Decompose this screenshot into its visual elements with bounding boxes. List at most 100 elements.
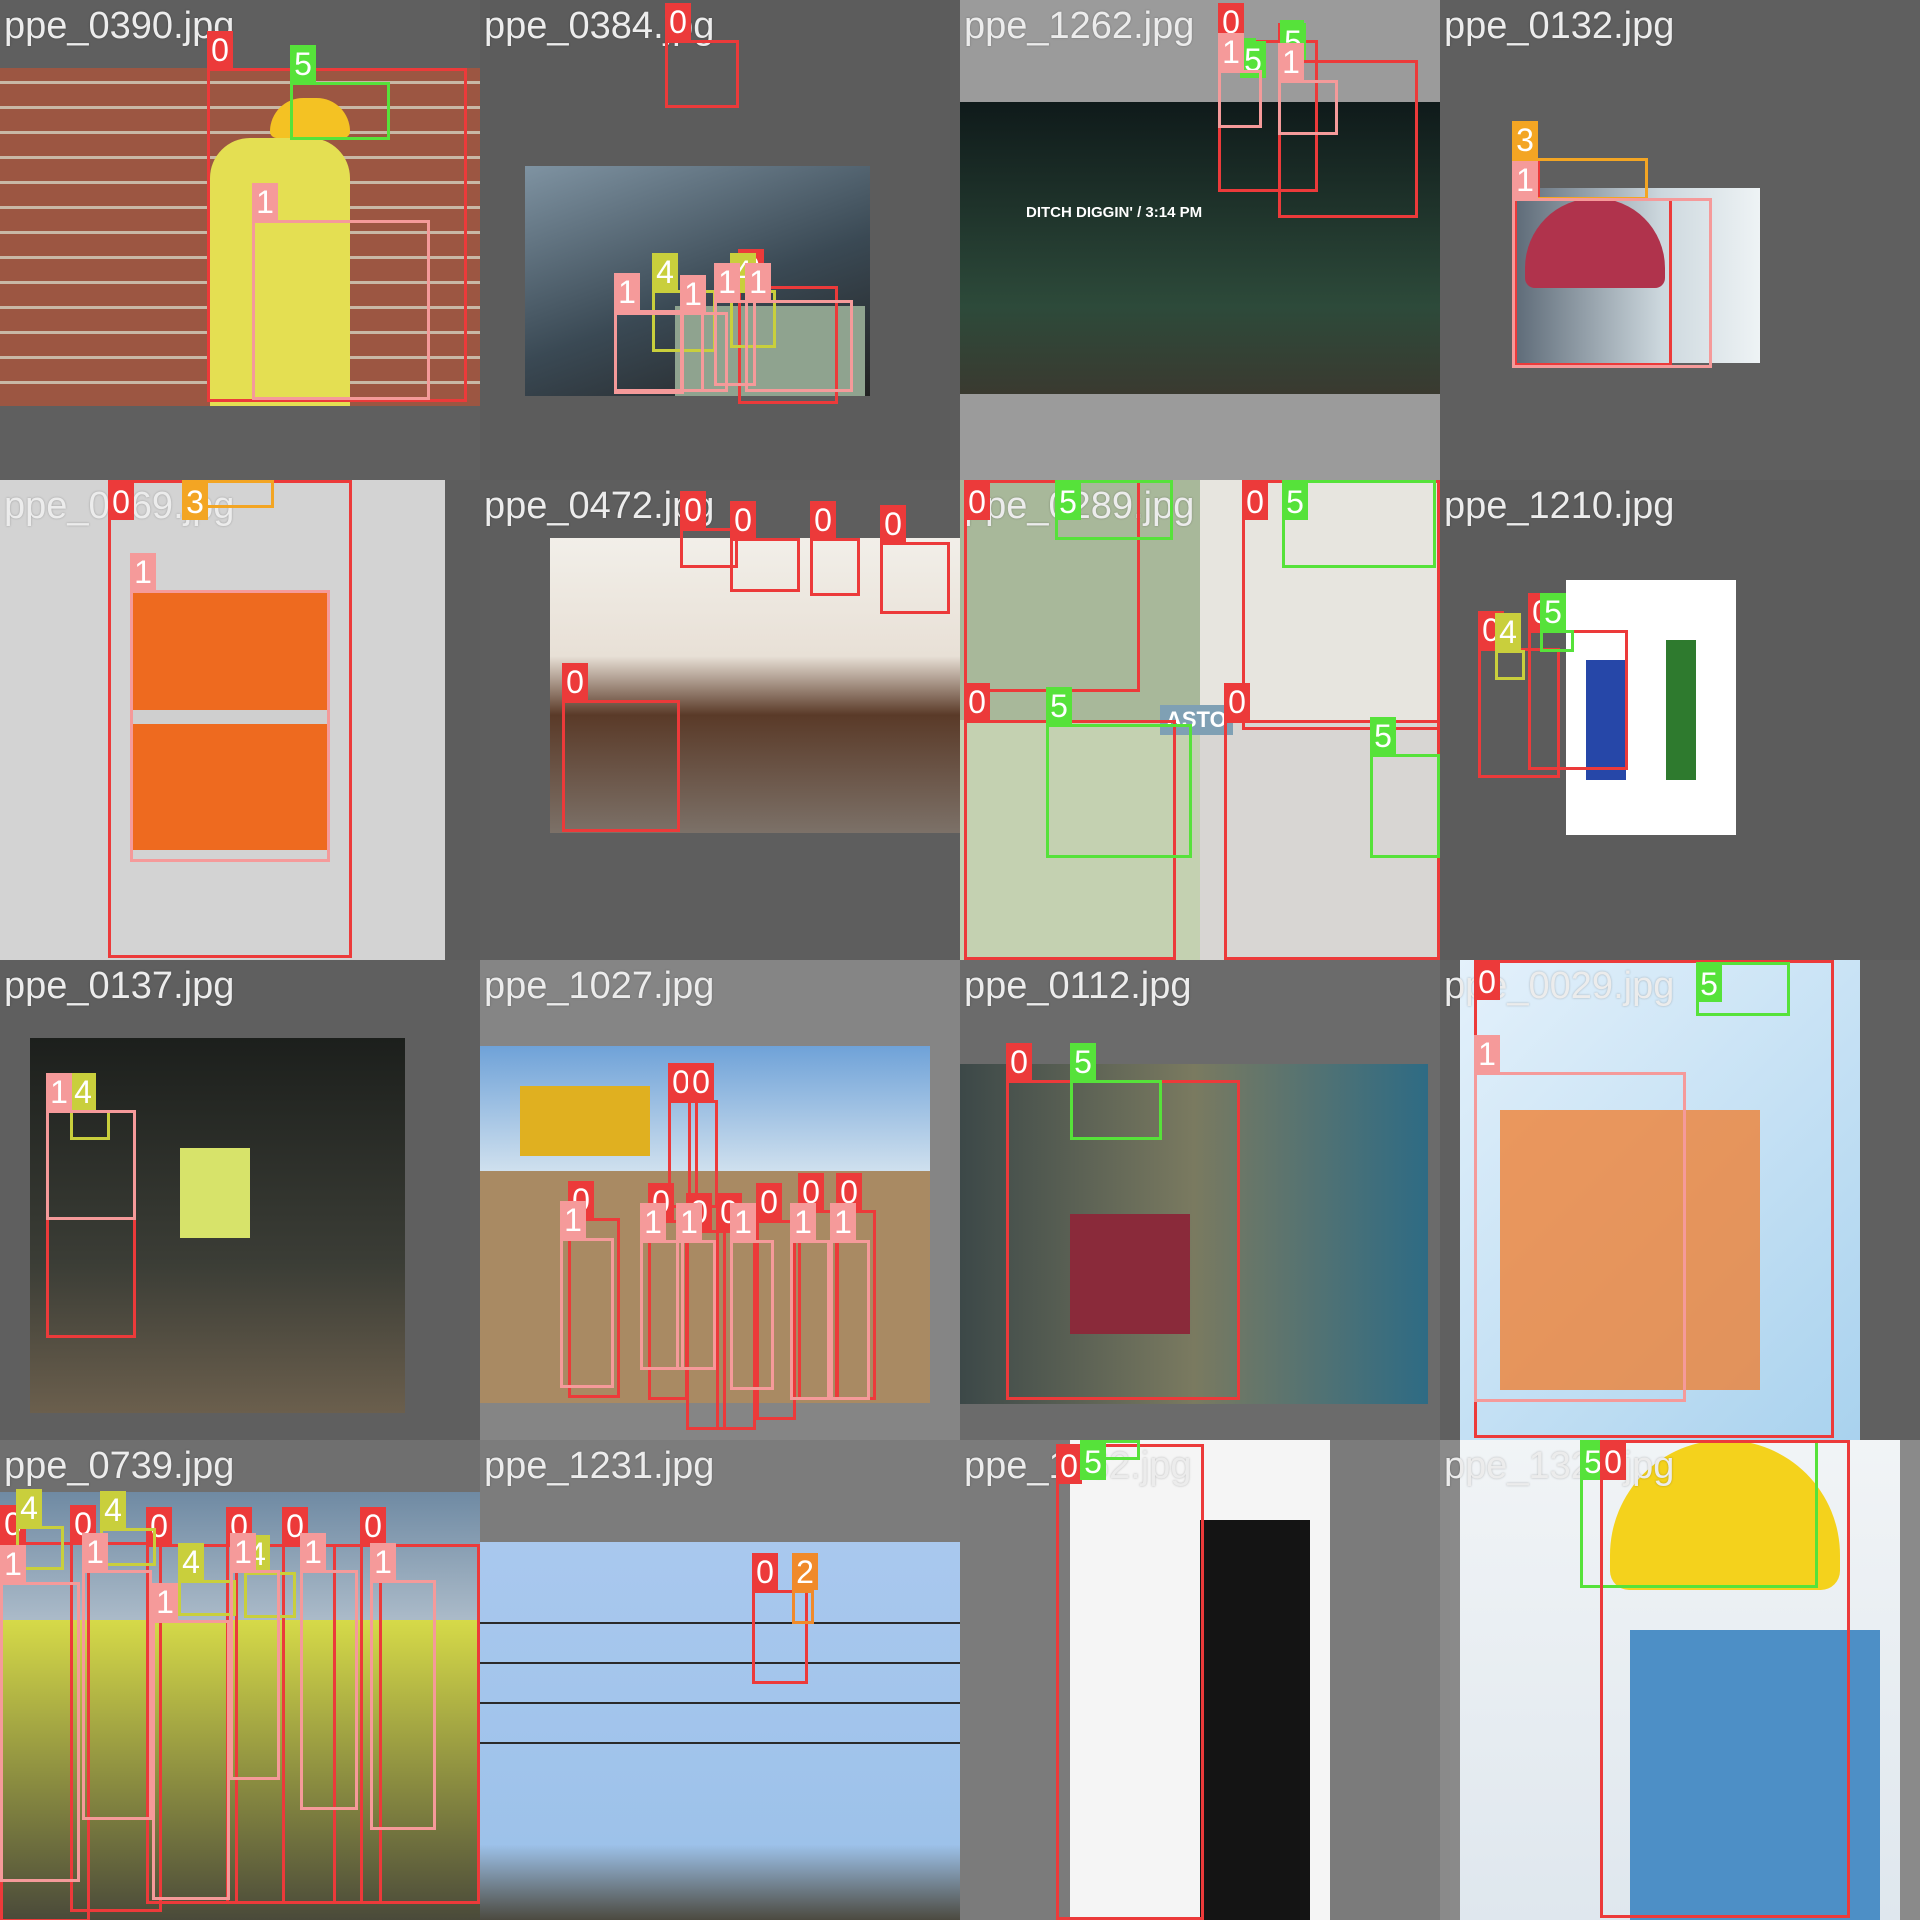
detection-box: 1 xyxy=(0,1545,80,1882)
detection-class-label: 5 xyxy=(1370,717,1396,754)
mosaic-tile: ppe_1324.jpg 5 0 xyxy=(1440,1440,1920,1920)
detection-class-label: 1 xyxy=(730,1203,756,1240)
detection-class-label: 0 xyxy=(730,501,756,538)
detection-class-label: 0 xyxy=(360,1507,386,1544)
detection-box: 0 xyxy=(1056,1444,1204,1920)
detection-box: 0 xyxy=(680,491,738,568)
tile-photo: DITCH DIGGIN' / 3:14 PM xyxy=(960,102,1440,394)
detection-box: 1 xyxy=(560,1201,614,1388)
tile-filename: ppe_1231.jpg xyxy=(484,1445,715,1487)
detection-box: 0 xyxy=(665,3,739,108)
detection-box: 4 xyxy=(100,1491,156,1566)
detection-box: 0 xyxy=(810,501,860,596)
tile-photo xyxy=(1515,188,1760,363)
detection-class-label: 0 xyxy=(665,3,691,40)
detection-box: 0 xyxy=(207,31,467,402)
detection-class-label: 1 xyxy=(230,1533,256,1570)
mosaic-tile: ppe_1210.jpg0045 xyxy=(1440,480,1920,960)
detection-box: 0 xyxy=(360,1507,480,1904)
detection-class-label: 0 xyxy=(964,683,990,720)
detection-class-label: 5 xyxy=(1070,1043,1096,1080)
tile-filename: ppe_0739.jpg xyxy=(4,1445,235,1487)
tile-photo xyxy=(960,1064,1428,1404)
detection-class-label: 1 xyxy=(370,1543,396,1580)
detection-box: 4 xyxy=(178,1543,236,1616)
detection-box: 1 xyxy=(46,1073,136,1220)
tile-filename: ppe_0472.jpg xyxy=(484,485,715,527)
photo-overlay-text: ASTO xyxy=(1160,705,1233,735)
detection-class-label: 0 xyxy=(108,483,134,520)
detection-class-label: 0 xyxy=(1224,683,1250,720)
detection-class-label: 4 xyxy=(100,1491,126,1528)
tile-photo xyxy=(1566,580,1736,835)
tile-filename: ppe_0137.jpg xyxy=(4,965,235,1007)
mosaic-tile: ppe_0472.jpg 0 0 0 0 0 xyxy=(480,480,960,960)
detection-class-label: 1 xyxy=(745,263,771,300)
detection-class-label: 1 xyxy=(714,263,740,300)
detection-class-label: 5 xyxy=(1046,687,1072,724)
detection-box: 0 xyxy=(752,1553,808,1684)
mosaic-tile: ppe_0112.jpg 0 5 xyxy=(960,960,1440,1440)
detection-class-label: 1 xyxy=(130,553,156,590)
detection-box: 5 xyxy=(1540,593,1574,652)
detection-class-label: 4 xyxy=(178,1543,204,1580)
mosaic-tile: ppe_0137.jpg041 xyxy=(0,960,480,1440)
detection-class-label: 2 xyxy=(792,1553,818,1590)
mosaic-tile: ppe_0269.jpg031 xyxy=(0,480,480,960)
detection-class-label: 0 xyxy=(752,1553,778,1590)
detection-box: 4 xyxy=(1495,613,1525,680)
detection-box: 1 xyxy=(714,263,756,386)
detection-box: 0 xyxy=(688,1063,718,1208)
detection-box: 1 xyxy=(640,1203,684,1370)
detection-box: 1 xyxy=(300,1533,358,1810)
mosaic-tile: ppe_1231.jpg 0 2 xyxy=(480,1440,960,1920)
detection-class-label: 5 xyxy=(1540,593,1566,630)
detection-box: 0 xyxy=(1600,1440,1850,1918)
detection-box: 5 xyxy=(1696,962,1790,1016)
tile-filename: ppe_1210.jpg xyxy=(1444,485,1675,527)
detection-class-label: 0 xyxy=(810,501,836,538)
detection-box: 1 xyxy=(676,1203,716,1370)
tile-photo xyxy=(1070,1440,1330,1920)
detection-class-label: 1 xyxy=(614,273,640,310)
tile-photo xyxy=(0,68,480,406)
detection-box: 1 xyxy=(730,1203,774,1390)
detection-box: 1 xyxy=(1218,33,1262,128)
detection-class-label: 3 xyxy=(1512,121,1538,158)
detection-box: 5 xyxy=(1370,717,1440,858)
detection-box: 1 xyxy=(1278,43,1338,135)
detection-class-label: 0 xyxy=(964,483,990,520)
detection-class-label: 4 xyxy=(16,1489,42,1526)
detection-class-label: 0 xyxy=(1006,1043,1032,1080)
detection-box: 5 xyxy=(1046,687,1192,858)
detection-class-label: 0 xyxy=(836,1173,862,1210)
detection-box: 1 xyxy=(130,553,330,862)
detection-class-label: 1 xyxy=(1218,33,1244,70)
tile-filename: ppe_1027.jpg xyxy=(484,965,715,1007)
detection-class-label: 4 xyxy=(652,253,678,290)
tile-filename: ppe_0132.jpg xyxy=(1444,5,1675,47)
detection-box: 1 xyxy=(1512,161,1712,368)
detection-class-label: 1 xyxy=(1512,161,1538,198)
detection-class-label: 5 xyxy=(290,45,316,82)
detection-box: 4 xyxy=(16,1489,64,1570)
detection-class-label: 1 xyxy=(676,1203,702,1240)
detection-class-label: 1 xyxy=(0,1545,26,1582)
detection-box: 5 xyxy=(1070,1043,1162,1140)
detection-class-label: 5 xyxy=(1080,1443,1106,1480)
detection-box: 1 xyxy=(614,273,704,392)
mosaic-tile: ppe_0390.jpg 0 5 1 xyxy=(0,0,480,480)
mosaic-tile: ppe_0384.jpg004411111 xyxy=(480,0,960,480)
detection-class-label: 1 xyxy=(790,1203,816,1240)
detection-class-label: 0 xyxy=(688,1063,714,1100)
detection-class-label: 0 xyxy=(756,1183,782,1220)
tile-filename: ppe_0112.jpg xyxy=(964,965,1192,1007)
detection-box: 1 xyxy=(745,263,853,392)
detection-class-label: 0 xyxy=(880,505,906,542)
detection-class-label: 1 xyxy=(830,1203,856,1240)
detection-box: 1 xyxy=(790,1203,830,1400)
detection-class-label: 1 xyxy=(82,1533,108,1570)
mosaic-tile: ppe_1027.jpg000000000111111 xyxy=(480,960,960,1440)
tile-photo xyxy=(0,480,445,960)
